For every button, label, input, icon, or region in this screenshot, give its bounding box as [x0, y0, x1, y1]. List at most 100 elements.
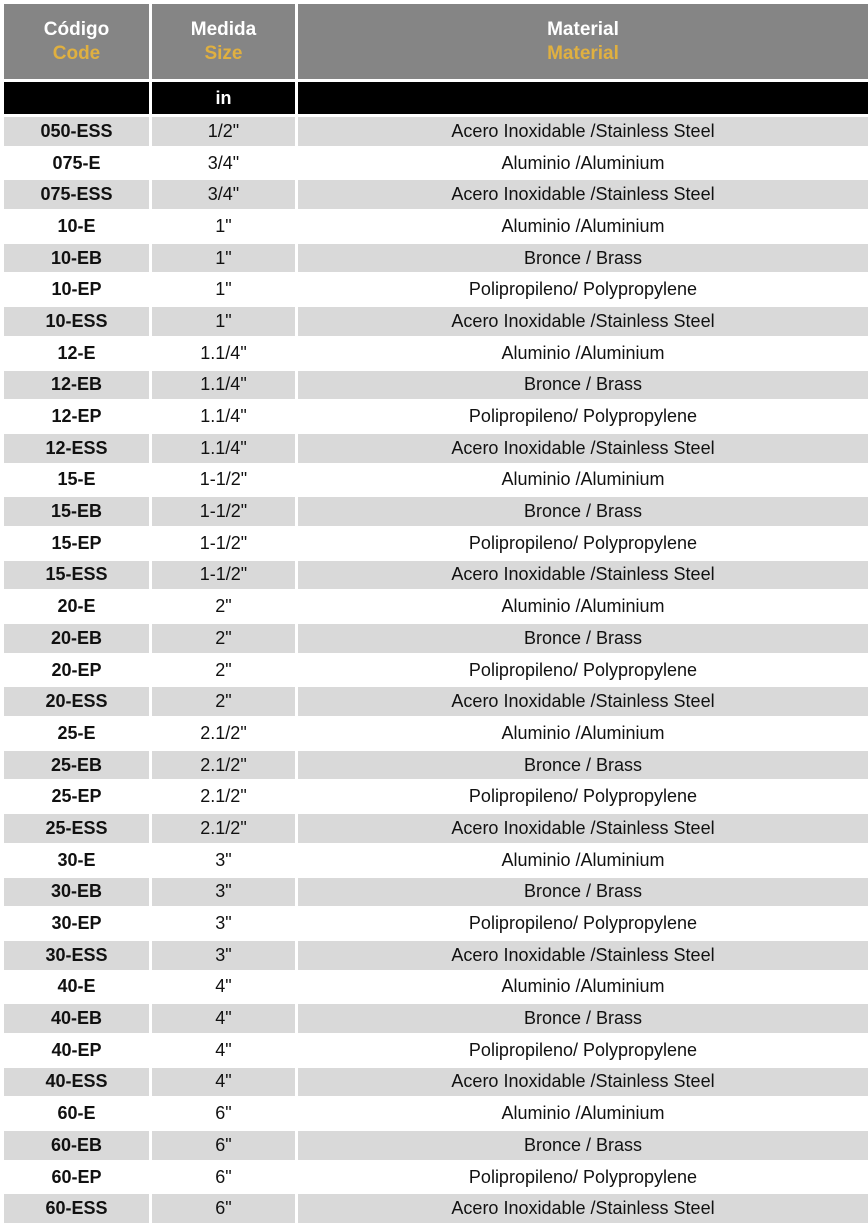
- code-cell: 25-E: [4, 719, 149, 748]
- table-row: 25-EP 2.1/2" Polipropileno/ Polypropylene: [4, 782, 868, 812]
- code-cell: 60-EB: [4, 1131, 149, 1160]
- code-cell: 12-E: [4, 338, 149, 368]
- header-code-en: Code: [52, 42, 101, 64]
- code-cell: 30-EP: [4, 909, 149, 938]
- table-row: 20-E 2" Aluminio /Aluminium: [4, 592, 868, 621]
- table-row: 60-ESS 6" Acero Inoxidable /Stainless Stee…: [4, 1194, 868, 1224]
- unit-code: [4, 82, 149, 114]
- size-cell: 3": [152, 877, 295, 907]
- code-cell: 075-E: [4, 148, 149, 178]
- size-cell: 2": [152, 655, 295, 685]
- table-row: 10-ESS 1" Acero Inoxidable /Stainless Stee…: [4, 307, 868, 336]
- material-cell: Bronce / Brass: [298, 1131, 868, 1160]
- material-cell: Aluminio /Aluminium: [298, 592, 868, 621]
- table-row: 60-EB 6" Bronce / Brass: [4, 1131, 868, 1160]
- material-cell: Bronce / Brass: [298, 370, 868, 400]
- code-cell: 25-EP: [4, 782, 149, 812]
- header-size-en: Size: [204, 42, 243, 64]
- size-cell: 4": [152, 1067, 295, 1097]
- header-code-es: Código: [43, 18, 110, 40]
- code-cell: 10-EP: [4, 275, 149, 305]
- material-cell: Bronce / Brass: [298, 750, 868, 780]
- table-row: 20-EP 2" Polipropileno/ Polypropylene: [4, 655, 868, 685]
- material-cell: Polipropileno/ Polypropylene: [298, 1035, 868, 1065]
- material-cell: Acero Inoxidable /Stainless Steel: [298, 1067, 868, 1097]
- header-material-en: Material: [547, 42, 619, 64]
- material-cell: Bronce / Brass: [298, 497, 868, 526]
- code-cell: 40-ESS: [4, 1067, 149, 1097]
- size-cell: 2.1/2": [152, 782, 295, 812]
- material-cell: Polipropileno/ Polypropylene: [298, 909, 868, 938]
- size-cell: 2.1/2": [152, 814, 295, 843]
- table-row: 25-E 2.1/2" Aluminio /Aluminium: [4, 719, 868, 748]
- code-cell: 30-EB: [4, 877, 149, 907]
- code-cell: 15-EP: [4, 528, 149, 558]
- material-cell: Bronce / Brass: [298, 243, 868, 273]
- material-cell: Aluminio /Aluminium: [298, 719, 868, 748]
- table-row: 12-EP 1.1/4" Polipropileno/ Polypropylene: [4, 402, 868, 431]
- material-cell: Bronce / Brass: [298, 877, 868, 907]
- code-cell: 12-ESS: [4, 433, 149, 463]
- size-cell: 2.1/2": [152, 719, 295, 748]
- size-cell: 3/4": [152, 148, 295, 178]
- table-row: 30-EP 3" Polipropileno/ Polypropylene: [4, 909, 868, 938]
- table-row: 12-EB 1.1/4" Bronce / Brass: [4, 370, 868, 400]
- size-cell: 3/4": [152, 180, 295, 210]
- code-cell: 10-ESS: [4, 307, 149, 336]
- material-cell: Acero Inoxidable /Stainless Steel: [298, 560, 868, 590]
- size-cell: 3": [152, 940, 295, 970]
- code-cell: 60-EP: [4, 1162, 149, 1192]
- material-cell: Polipropileno/ Polypropylene: [298, 1162, 868, 1192]
- table-row: 15-EB 1-1/2" Bronce / Brass: [4, 497, 868, 526]
- material-cell: Bronce / Brass: [298, 624, 868, 653]
- material-cell: Acero Inoxidable /Stainless Steel: [298, 814, 868, 843]
- code-cell: 12-EB: [4, 370, 149, 400]
- code-cell: 10-E: [4, 212, 149, 241]
- table-row: 10-EB 1" Bronce / Brass: [4, 243, 868, 273]
- code-cell: 25-EB: [4, 750, 149, 780]
- material-cell: Acero Inoxidable /Stainless Steel: [298, 117, 868, 146]
- table-row: 30-ESS 3" Acero Inoxidable /Stainless Stee…: [4, 940, 868, 970]
- material-cell: Acero Inoxidable /Stainless Steel: [298, 433, 868, 463]
- column-header-size: Medida Size: [152, 4, 295, 79]
- table-row: 12-ESS 1.1/4" Acero Inoxidable /Stainless …: [4, 433, 868, 463]
- size-cell: 1.1/4": [152, 433, 295, 463]
- size-cell: 2": [152, 592, 295, 621]
- code-cell: 075-ESS: [4, 180, 149, 210]
- material-cell: Polipropileno/ Polypropylene: [298, 275, 868, 305]
- material-cell: Polipropileno/ Polypropylene: [298, 402, 868, 431]
- size-cell: 1-1/2": [152, 560, 295, 590]
- size-cell: 1-1/2": [152, 528, 295, 558]
- size-cell: 1-1/2": [152, 465, 295, 495]
- size-cell: 2": [152, 687, 295, 717]
- table-row: 40-EB 4" Bronce / Brass: [4, 1004, 868, 1033]
- code-cell: 20-ESS: [4, 687, 149, 717]
- code-cell: 050-ESS: [4, 117, 149, 146]
- table-row: 25-EB 2.1/2" Bronce / Brass: [4, 750, 868, 780]
- size-cell: 4": [152, 972, 295, 1002]
- size-cell: 4": [152, 1004, 295, 1033]
- table-row: 050-ESS 1/2" Acero Inoxidable /Stainless S…: [4, 117, 868, 146]
- code-cell: 20-E: [4, 592, 149, 621]
- material-cell: Aluminio /Aluminium: [298, 845, 868, 875]
- code-cell: 30-E: [4, 845, 149, 875]
- material-cell: Polipropileno/ Polypropylene: [298, 655, 868, 685]
- material-cell: Acero Inoxidable /Stainless Steel: [298, 940, 868, 970]
- material-cell: Bronce / Brass: [298, 1004, 868, 1033]
- code-cell: 60-ESS: [4, 1194, 149, 1224]
- table-row: 075-E 3/4" Aluminio /Aluminium: [4, 148, 868, 178]
- size-cell: 6": [152, 1194, 295, 1224]
- table-row: 075-ESS 3/4" Acero Inoxidable /Stainless S…: [4, 180, 868, 210]
- table-row: 15-EP 1-1/2" Polipropileno/ Polypropylene: [4, 528, 868, 558]
- unit-material: [298, 82, 868, 114]
- code-cell: 40-EB: [4, 1004, 149, 1033]
- table-row: 60-EP 6" Polipropileno/ Polypropylene: [4, 1162, 868, 1192]
- size-cell: 1.1/4": [152, 370, 295, 400]
- table-row: 60-E 6" Aluminio /Aluminium: [4, 1099, 868, 1128]
- material-cell: Aluminio /Aluminium: [298, 148, 868, 178]
- code-cell: 40-EP: [4, 1035, 149, 1065]
- size-cell: 2": [152, 624, 295, 653]
- table-row: 40-E 4" Aluminio /Aluminium: [4, 972, 868, 1002]
- code-cell: 25-ESS: [4, 814, 149, 843]
